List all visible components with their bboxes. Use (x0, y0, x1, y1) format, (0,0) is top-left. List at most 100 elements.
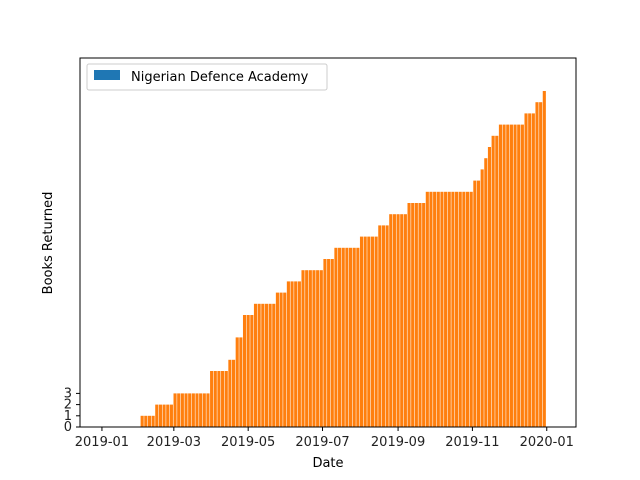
bar (458, 191, 462, 427)
bar (370, 236, 375, 427)
x-tick-label: 2019-05 (221, 435, 275, 450)
bar (217, 371, 221, 427)
x-axis: 2019-01 2019-03 2019-05 2019-07 2019-09 2019-… (75, 427, 574, 450)
bar (224, 371, 228, 427)
bar (177, 393, 181, 427)
x-tick-label: 2019-03 (147, 435, 201, 450)
bar (264, 303, 269, 427)
bar (202, 393, 206, 427)
bar (535, 102, 539, 427)
legend: Nigerian Defence Academy (86, 63, 328, 91)
bar (210, 371, 214, 427)
bar (455, 191, 459, 427)
bar (498, 124, 502, 427)
bar (228, 359, 232, 427)
bar (338, 247, 342, 427)
legend-swatch (94, 70, 120, 80)
bar (495, 135, 499, 428)
bar (447, 191, 451, 427)
bar (363, 236, 367, 427)
bar (235, 337, 239, 427)
bar (528, 113, 532, 428)
bar (268, 303, 272, 427)
bar (279, 292, 283, 427)
bar (239, 337, 243, 427)
bar (385, 225, 389, 427)
bar (352, 247, 356, 427)
bar (147, 415, 152, 427)
bar (242, 315, 247, 427)
x-tick-label: 2020-01 (520, 435, 574, 450)
bar (257, 303, 261, 427)
bar (305, 270, 309, 427)
bar (451, 191, 455, 427)
bar (250, 315, 254, 427)
bar (308, 270, 312, 427)
bar (286, 281, 290, 427)
bar (513, 124, 517, 427)
bar (348, 247, 353, 427)
bar (319, 270, 323, 427)
bar (400, 214, 404, 427)
bar (374, 236, 378, 427)
bar (414, 203, 418, 427)
bar (411, 203, 415, 427)
bar (290, 281, 294, 427)
bar (502, 124, 506, 427)
bar (531, 113, 535, 428)
bar (272, 303, 276, 427)
bar (184, 393, 188, 427)
bar (480, 169, 484, 427)
bar (155, 404, 159, 427)
legend-label: Nigerian Defence Academy (131, 70, 309, 85)
x-axis-label: Date (312, 456, 343, 471)
plot-frame (79, 57, 577, 428)
bar (407, 203, 411, 427)
bar (199, 393, 203, 427)
bar (367, 236, 371, 427)
bar (206, 393, 210, 427)
bar (359, 236, 364, 427)
bar (491, 135, 495, 428)
bar (403, 214, 407, 427)
bar (542, 91, 546, 427)
bar (162, 404, 166, 427)
bar (381, 225, 386, 427)
bar (509, 124, 513, 427)
x-tick-label: 2019-01 (75, 435, 129, 450)
bar (283, 292, 287, 427)
bar (422, 203, 426, 427)
bar (275, 292, 279, 427)
bar (341, 247, 345, 427)
bar (188, 393, 192, 427)
bar (166, 404, 170, 427)
bar (506, 124, 510, 427)
bar (327, 259, 331, 427)
bar (440, 191, 444, 427)
bar (539, 102, 543, 427)
bar (180, 393, 184, 427)
bar (246, 315, 250, 427)
bar (389, 214, 393, 427)
bar (316, 270, 320, 427)
bar (425, 191, 429, 427)
bar (232, 359, 236, 427)
x-tick-label: 2019-09 (371, 435, 425, 450)
bar (436, 191, 440, 427)
bar (418, 203, 422, 427)
y-tick-label: 1 (64, 409, 72, 424)
bar (469, 191, 473, 427)
bar (334, 247, 338, 427)
bar (173, 393, 177, 427)
bar (462, 191, 466, 427)
y-tick-label: 0 (64, 420, 72, 435)
x-tick-label: 2019-11 (445, 435, 499, 450)
bar (356, 247, 360, 427)
bar (520, 124, 524, 427)
legend-box (86, 63, 328, 91)
bar (345, 247, 349, 427)
x-tick-label: 2019-07 (295, 435, 349, 450)
bar (473, 180, 477, 427)
bar (396, 214, 400, 427)
